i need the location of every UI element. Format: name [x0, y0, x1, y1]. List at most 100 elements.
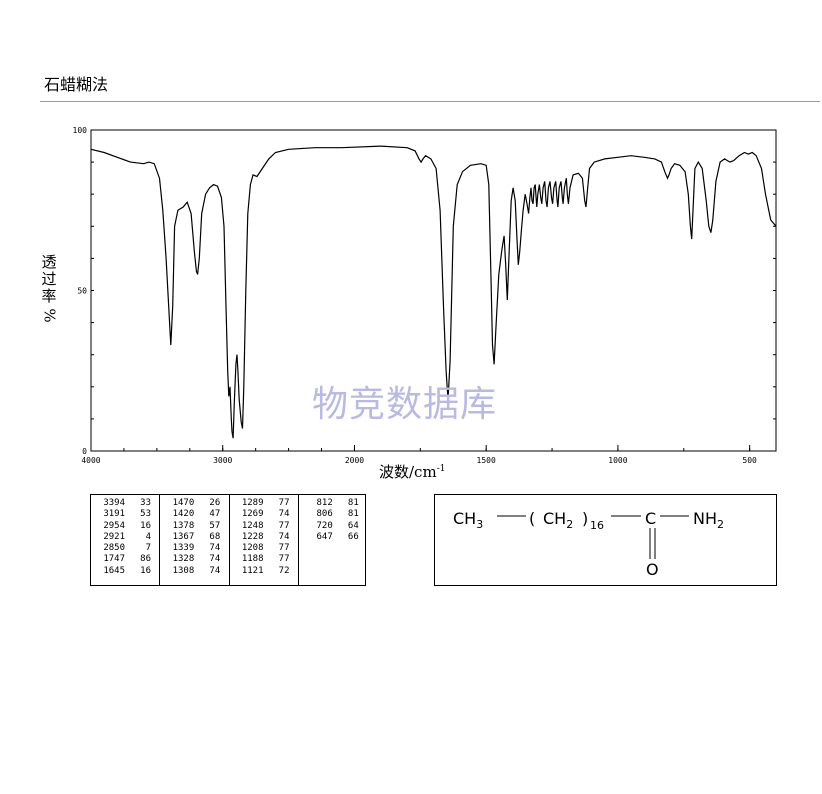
- peak-table-row: 1248 77: [230, 521, 298, 532]
- peak-table-row: 1470 26: [160, 498, 228, 509]
- y-axis-label-char: 过: [41, 270, 57, 288]
- peak-transmittance: 57: [209, 520, 221, 531]
- peak-table-row: 1308 74: [160, 566, 228, 577]
- formula-amine: NH2: [693, 509, 724, 531]
- peak-transmittance: 77: [278, 498, 290, 508]
- formula-group-close: ): [582, 509, 588, 528]
- peak-transmittance: 16: [140, 520, 151, 531]
- series-line: [90, 145, 777, 439]
- peak-transmittance: 4: [145, 531, 151, 542]
- peak-wavenumber: 3191: [103, 509, 125, 520]
- peak-wavenumber: 1378: [172, 520, 195, 531]
- peak-wavenumber: 1367: [172, 531, 195, 542]
- formula-ch2: CH2: [543, 509, 573, 531]
- peak-table-row: 1188 77: [230, 554, 298, 565]
- peak-wavenumber: 720: [316, 520, 333, 531]
- peak-transmittance: 68: [209, 531, 221, 542]
- y-tick-label: 50: [77, 287, 87, 296]
- peak-table-row: 812 81: [299, 498, 365, 509]
- peak-table-column: 3394 33 3191 53 2954 16 2921 4 2850 7 1747 86 1645 16: [91, 495, 159, 585]
- peak-transmittance: 77: [278, 520, 290, 531]
- peak-wavenumber: 2954: [103, 520, 125, 531]
- peak-transmittance: 81: [347, 498, 359, 508]
- peak-wavenumber: 1208: [241, 543, 264, 554]
- peak-table-row: 1289 77: [230, 498, 298, 509]
- peak-wavenumber: 1228: [241, 531, 264, 542]
- peak-wavenumber: 3394: [103, 498, 125, 508]
- peak-wavenumber: 1339: [172, 543, 195, 554]
- peak-table-row: 647 66: [299, 532, 365, 543]
- peak-transmittance: 66: [347, 531, 359, 542]
- y-axis-unit: %: [40, 308, 59, 323]
- x-axis-label: 波数/cm-1: [379, 461, 445, 482]
- peak-table-row: 720 64: [299, 521, 365, 532]
- peak-wavenumber: 1188: [241, 554, 264, 565]
- peak-transmittance: 47: [209, 509, 221, 520]
- x-tick-label: 3000: [213, 456, 232, 465]
- header-rule: [40, 101, 820, 102]
- peak-wavenumber: 1289: [241, 498, 264, 508]
- peak-transmittance: 74: [209, 565, 221, 576]
- y-tick-label: 0: [82, 447, 87, 456]
- x-axis-label-exponent: -1: [436, 464, 446, 474]
- peak-table-row: 1269 74: [230, 509, 298, 520]
- peak-wavenumber: 2850: [103, 543, 125, 554]
- peak-transmittance: 26: [209, 498, 221, 508]
- x-tick-label: 500: [742, 456, 757, 465]
- y-axis-label-char: 透: [41, 253, 57, 271]
- axis-ticks: 4000 3000 2000 1500 1000 500 0 50 100: [73, 126, 776, 465]
- peak-transmittance: 72: [278, 565, 290, 576]
- peak-transmittance: 74: [278, 531, 290, 542]
- y-axis-label: 透 过 率 %: [38, 254, 60, 324]
- peak-transmittance: 53: [140, 509, 151, 520]
- peak-transmittance: 77: [278, 543, 290, 554]
- structure-box: CH3 ( CH2 ) 16 C NH2 O: [434, 494, 777, 586]
- method-title: 石蜡糊法: [44, 75, 109, 94]
- peak-wavenumber: 2921: [103, 531, 125, 542]
- peak-table-row: 1208 77: [230, 543, 298, 554]
- peak-transmittance: 81: [347, 509, 359, 520]
- peak-transmittance: 16: [140, 565, 151, 576]
- x-axis-label-text: 波数/cm: [379, 463, 437, 481]
- peak-table-row: 1378 57: [160, 521, 228, 532]
- peak-wavenumber: 1248: [241, 520, 264, 531]
- peak-wavenumber: 1308: [172, 565, 195, 576]
- y-tick-label: 100: [73, 126, 88, 135]
- peak-table-row: 1121 72: [230, 566, 298, 577]
- peak-wavenumber: 1328: [172, 554, 195, 565]
- peak-transmittance: 7: [145, 543, 151, 554]
- x-tick-label: 1500: [477, 456, 496, 465]
- watermark: 物竞数据库: [312, 384, 498, 425]
- peak-table-row: 2921 4: [91, 532, 159, 543]
- peak-wavenumber: 647: [316, 531, 333, 542]
- peak-table-row: 806 81: [299, 509, 365, 520]
- peak-transmittance: 77: [278, 554, 290, 565]
- structural-formula: CH3 ( CH2 ) 16 C NH2 O: [453, 509, 724, 579]
- x-tick-label: 2000: [345, 456, 364, 465]
- formula-repeat-count: 16: [590, 519, 604, 532]
- formula-oxygen: O: [646, 560, 659, 579]
- peak-table-row: 1645 16: [91, 566, 159, 577]
- peak-transmittance: 86: [140, 554, 151, 565]
- peak-table: 3394 33 3191 53 2954 16 2921 4 2850 7 1747 86 1645 16…: [90, 494, 366, 586]
- peak-table-row: 1328 74: [160, 554, 228, 565]
- peak-table-row: 3191 53: [91, 509, 159, 520]
- peak-table-row: 1228 74: [230, 532, 298, 543]
- peak-transmittance: 74: [278, 509, 290, 520]
- peak-transmittance: 74: [209, 543, 221, 554]
- peak-wavenumber: 1645: [103, 565, 125, 576]
- y-axis-label-char: 率: [41, 287, 57, 305]
- peak-table-row: 2954 16: [91, 521, 159, 532]
- peak-wavenumber: 1470: [172, 498, 195, 508]
- peak-transmittance: 64: [347, 520, 359, 531]
- peak-table-column: 1470 26 1420 47 1378 57 1367 68 1339 74 1328 74 1308…: [159, 495, 228, 585]
- peak-wavenumber: 1269: [241, 509, 264, 520]
- peak-table-row: 1747 86: [91, 554, 159, 565]
- formula-carbon: C: [645, 509, 656, 528]
- peak-wavenumber: 1121: [241, 565, 264, 576]
- peak-table-row: 3394 33: [91, 498, 159, 509]
- peak-wavenumber: 812: [316, 498, 333, 508]
- peak-wavenumber: 806: [316, 509, 333, 520]
- peak-table-row: 1420 47: [160, 509, 228, 520]
